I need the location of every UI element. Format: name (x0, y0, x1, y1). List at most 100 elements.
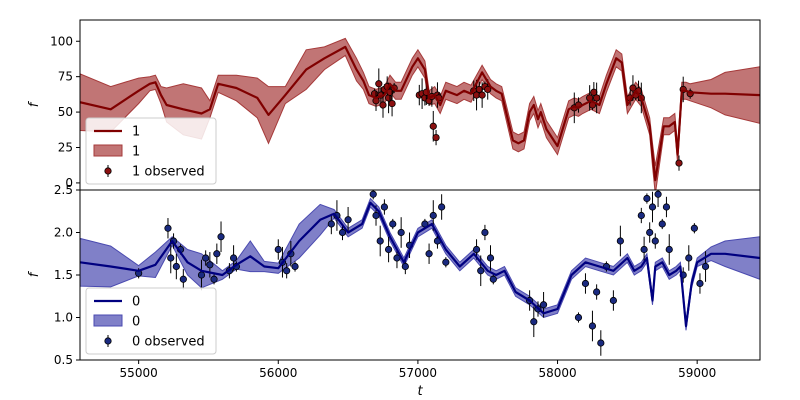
observed-point (380, 203, 388, 211)
observed-point (593, 94, 601, 102)
observed-point (675, 159, 683, 167)
y-tick-label: 100 (50, 34, 73, 48)
legend-box (85, 287, 217, 355)
observed-point (429, 122, 437, 130)
observed-point (481, 228, 489, 237)
observed-point (640, 245, 648, 254)
observed-point (283, 267, 291, 275)
observed-point (616, 237, 624, 245)
y-tick-label: 25 (58, 141, 73, 155)
observed-point (690, 224, 698, 232)
uncertainty-band-1 (80, 37, 760, 190)
y-tick-label: 50 (58, 105, 73, 119)
observed-point (167, 254, 175, 262)
legend-label: 1 observed (132, 165, 205, 180)
bottom-panel: 0.5 1.0 1.5 2.0 2.5 55000 56000 57000 58000 59000… (27, 183, 761, 399)
y-tick-label: 2.5 (54, 183, 73, 197)
observed-point (637, 211, 645, 220)
observed-point (425, 250, 433, 258)
legend-label: 0 (132, 295, 140, 310)
x-tick-label: 56000 (259, 366, 297, 380)
observed-point (593, 288, 601, 296)
x-axis-label: t (417, 384, 423, 399)
y-tick-label: 1.0 (54, 311, 73, 325)
y-axis-label: f (27, 270, 42, 277)
model-line-1 (80, 45, 760, 182)
y-tick-label: 0.5 (54, 353, 73, 367)
observed-point (379, 101, 387, 109)
observed-point (164, 224, 172, 232)
observed-point (478, 91, 486, 99)
observed-point (229, 254, 238, 262)
legend-band-swatch (93, 314, 123, 327)
y-tick-label: 1.5 (54, 268, 73, 282)
observed-point (438, 203, 446, 211)
legend-point-swatch (104, 337, 112, 345)
x-tick-label: 55000 (120, 366, 158, 380)
legend: 0 0 0 observed (85, 287, 217, 355)
observed-point (202, 254, 210, 262)
y-tick-label: 75 (58, 70, 73, 84)
plot-area (80, 190, 760, 356)
observed-point (210, 275, 218, 283)
observed-point (648, 203, 657, 211)
observed-point (489, 275, 497, 283)
y-axis-label: f (27, 100, 42, 107)
observed-point (484, 85, 492, 94)
y-tick-label: 0 (65, 176, 73, 190)
observed-point (472, 245, 481, 254)
observed-point (574, 313, 583, 322)
observed-point (530, 318, 538, 326)
observed-point (389, 220, 397, 228)
observed-point (685, 254, 693, 262)
legend-label: 1 (132, 145, 140, 160)
legend: 1 1 1 observed (85, 117, 217, 185)
observed-point (696, 279, 704, 288)
observed-point (588, 322, 597, 330)
observed-point (397, 228, 405, 237)
observed-point (581, 279, 590, 288)
observed-point (658, 220, 666, 228)
observed-point (291, 262, 299, 271)
observed-point (372, 211, 380, 220)
y-tick-label: 2.0 (54, 226, 73, 240)
observed-point (643, 194, 651, 203)
observed-point (206, 261, 214, 269)
legend-label: 0 observed (132, 335, 205, 350)
legend-band-swatch (93, 144, 123, 157)
observed-point (432, 133, 440, 142)
observed-point (197, 271, 206, 279)
legend-point-swatch (104, 167, 112, 175)
observed-point (665, 245, 673, 254)
observed-point (486, 254, 495, 262)
x-tick-label: 57000 (399, 366, 437, 380)
observed-point (609, 296, 617, 305)
observed-point (327, 220, 335, 228)
x-tick-label: 58000 (538, 366, 576, 380)
observed-point (274, 245, 282, 254)
observed-point (701, 262, 710, 271)
observed-point (651, 237, 659, 245)
observed-point (597, 339, 605, 347)
observed-point (629, 84, 637, 92)
observed-point (662, 203, 671, 211)
observed-point (172, 262, 180, 271)
plot-area (80, 37, 760, 190)
observed-point (401, 262, 409, 271)
observed-point (384, 245, 393, 254)
observed-point (429, 211, 437, 220)
observed-point (654, 190, 662, 198)
observed-point (179, 275, 187, 283)
uncertainty-band-0 (80, 197, 760, 331)
observed-point (217, 233, 225, 241)
observed-point (375, 80, 383, 88)
observed-point (338, 228, 347, 237)
observed-point (213, 250, 221, 258)
observed-point (376, 237, 384, 245)
legend-label: 1 (132, 125, 140, 140)
observed-point (344, 216, 352, 224)
observed-point (477, 267, 485, 275)
legend-label: 0 (132, 315, 140, 330)
observed-point (442, 258, 450, 266)
